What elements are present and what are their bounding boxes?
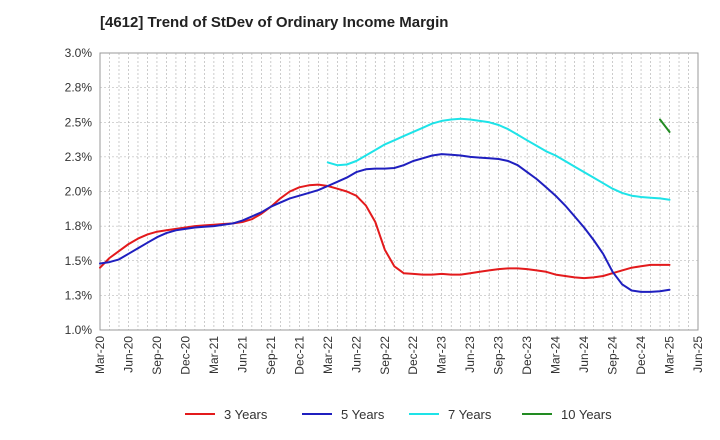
x-tick-label: Jun-21 [235, 336, 249, 373]
y-tick-label: 1.0% [65, 323, 93, 337]
grid-lines [99, 52, 699, 331]
x-axis-ticks: Mar-20 Jun-20 Sep-20 Dec-20 Mar-21 Jun-21 Sep-… [93, 336, 705, 375]
x-tick-label: Sep-20 [150, 336, 164, 375]
x-tick-label: Mar-24 [549, 336, 563, 374]
legend-label-7-years: 7 Years [448, 407, 492, 422]
x-tick-label: Dec-21 [292, 336, 306, 375]
x-tick-label: Jun-25 [691, 336, 705, 373]
y-tick-label: 1.5% [65, 254, 93, 268]
series-line-5-years [99, 153, 671, 293]
y-tick-label: 2.5% [65, 115, 93, 129]
y-tick-label: 3.0% [65, 46, 93, 60]
x-tick-label: Sep-23 [492, 336, 506, 375]
legend-label-10-years: 10 Years [561, 407, 612, 422]
x-tick-label: Mar-20 [93, 336, 107, 374]
y-tick-label: 2.8% [65, 81, 93, 95]
x-tick-label: Sep-24 [606, 336, 620, 375]
series-lines [99, 117, 671, 293]
x-tick-label: Jun-23 [463, 336, 477, 373]
x-tick-label: Dec-20 [178, 336, 192, 375]
x-tick-label: Jun-22 [349, 336, 363, 373]
series-line-10-years [659, 118, 671, 133]
y-axis-ticks: 1.0% 1.3% 1.5% 1.8% 2.0% 2.3% 2.5% 2.8% 3.0% [65, 46, 93, 337]
x-tick-label: Mar-23 [435, 336, 449, 374]
x-tick-label: Dec-23 [520, 336, 534, 375]
x-tick-label: Jun-20 [121, 336, 135, 373]
legend-label-5-years: 5 Years [341, 407, 385, 422]
series-line-7-years [326, 117, 671, 201]
chart-title: [4612] Trend of StDev of Ordinary Income… [100, 14, 449, 31]
x-tick-label: Sep-21 [264, 336, 278, 375]
y-tick-label: 2.3% [65, 150, 93, 164]
x-tick-label: Mar-21 [207, 336, 221, 374]
legend: 3 Years 5 Years 7 Years 10 Years [185, 407, 612, 422]
x-tick-label: Jun-24 [577, 336, 591, 373]
y-tick-label: 1.8% [65, 219, 93, 233]
y-tick-label: 1.3% [65, 288, 93, 302]
x-tick-label: Sep-22 [378, 336, 392, 375]
x-tick-label: Mar-22 [321, 336, 335, 374]
x-tick-label: Dec-22 [406, 336, 420, 375]
x-tick-label: Dec-24 [634, 336, 648, 375]
x-tick-label: Mar-25 [663, 336, 677, 374]
legend-label-3-years: 3 Years [224, 407, 268, 422]
y-tick-label: 2.0% [65, 185, 93, 199]
series-line-3-years [99, 183, 671, 280]
